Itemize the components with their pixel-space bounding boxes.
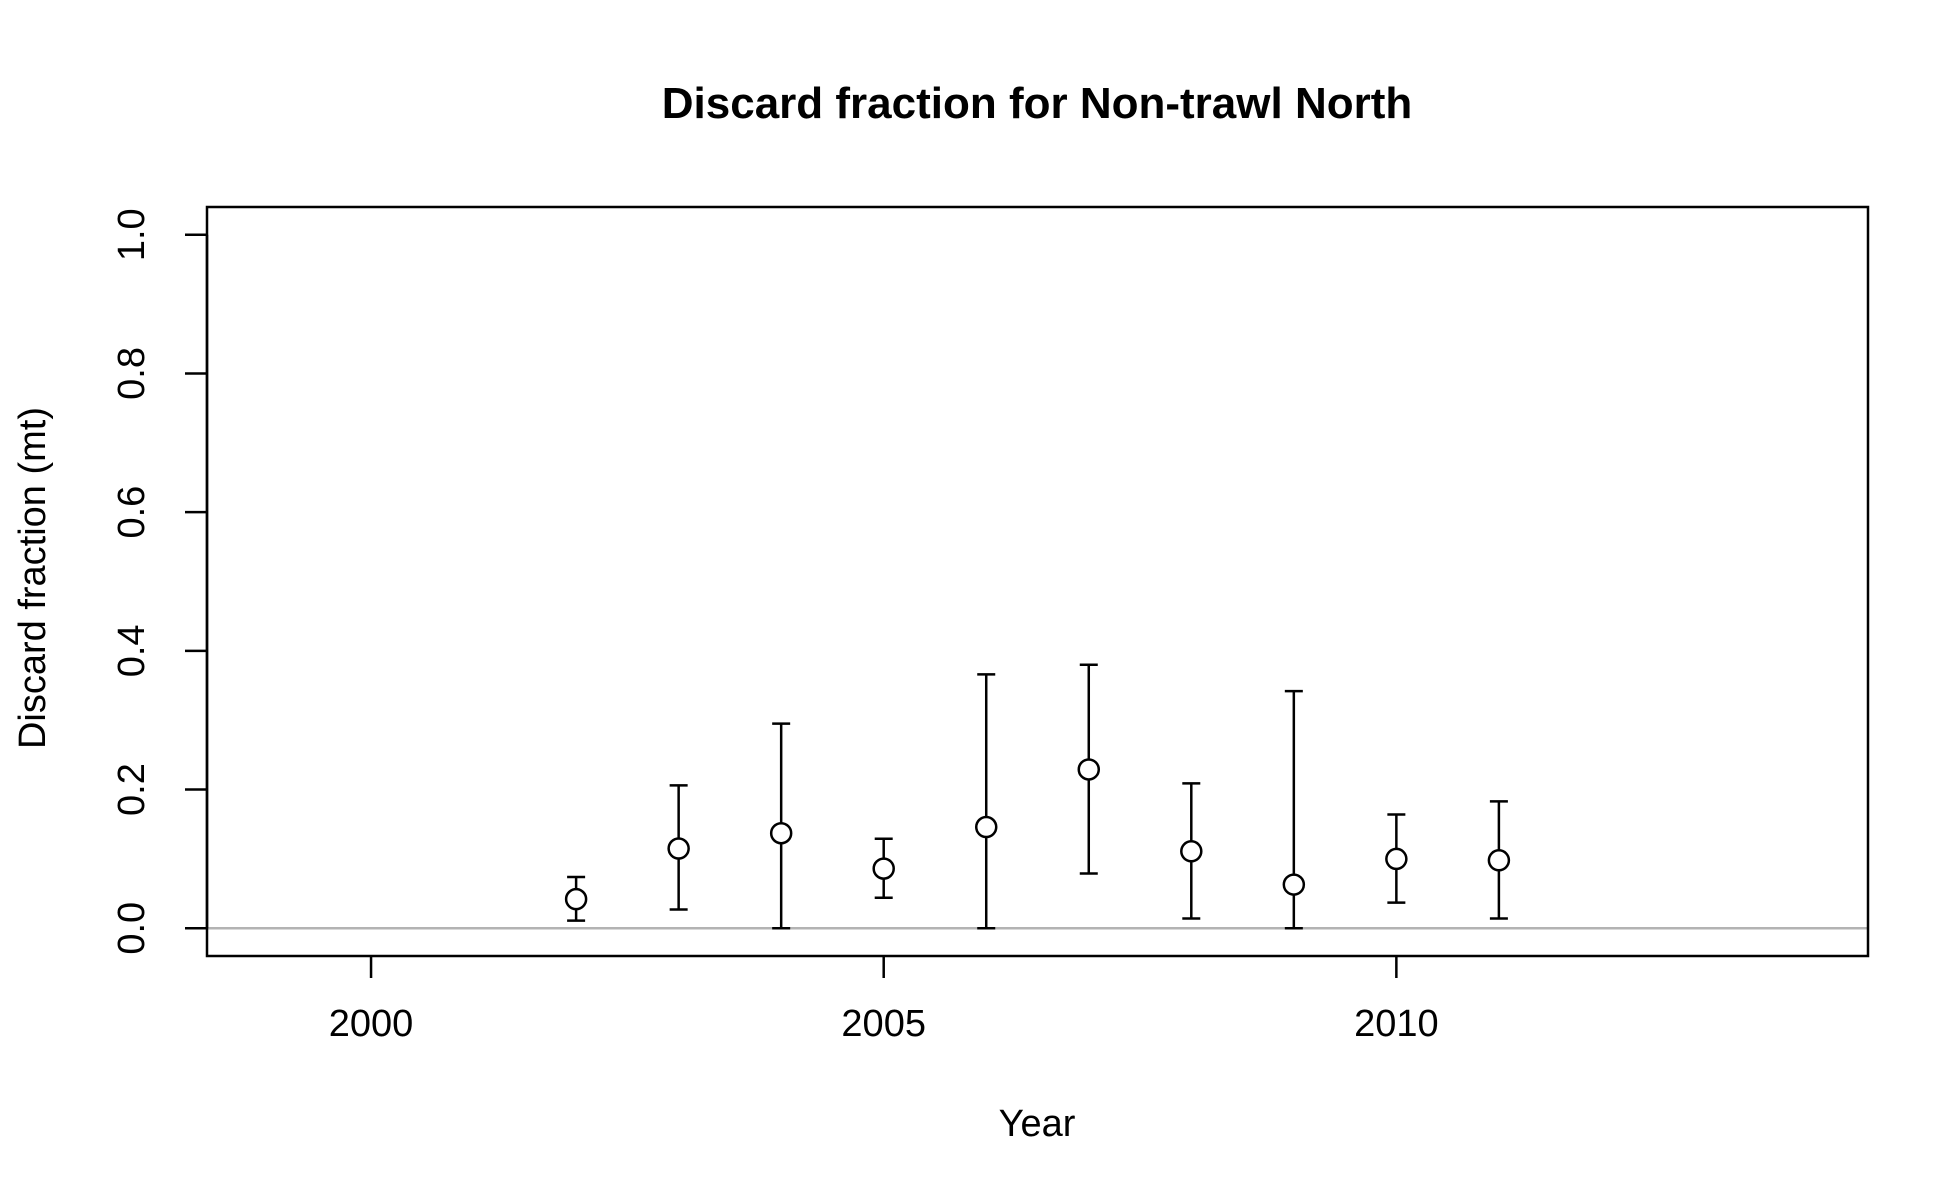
y-tick-label-0.6: 0.6: [111, 486, 153, 539]
chart-title: Discard fraction for Non-trawl North: [662, 79, 1413, 128]
plot-frame: [205, 205, 1870, 958]
data-point-2007: [1077, 758, 1101, 781]
data-point-2011: [1487, 849, 1511, 872]
data-point-2006: [974, 815, 998, 839]
data-point-2008: [1180, 840, 1203, 863]
x-tick-label-2005: 2005: [841, 1003, 926, 1045]
x-tick-label-2010: 2010: [1354, 1003, 1439, 1045]
data-point-2005: [872, 857, 895, 880]
y-tick-label-0.2: 0.2: [111, 763, 153, 816]
x-axis-label: Year: [999, 1103, 1076, 1145]
data-point-2003: [667, 837, 690, 860]
data-point-2010: [1385, 847, 1408, 871]
data-point-2002: [564, 887, 588, 911]
x-tick-label-2000: 2000: [329, 1003, 414, 1045]
y-axis-label: Discard fraction (mt): [12, 407, 54, 749]
data-point-2009: [1282, 873, 1306, 896]
data-marks-layer: [564, 663, 1511, 930]
y-tick-label-1.0: 1.0: [111, 208, 153, 261]
y-tick-label-0.8: 0.8: [111, 347, 153, 400]
data-point-2004: [769, 821, 793, 845]
y-tick-label-0.0: 0.0: [111, 902, 153, 955]
y-tick-label-0.4: 0.4: [111, 624, 153, 677]
